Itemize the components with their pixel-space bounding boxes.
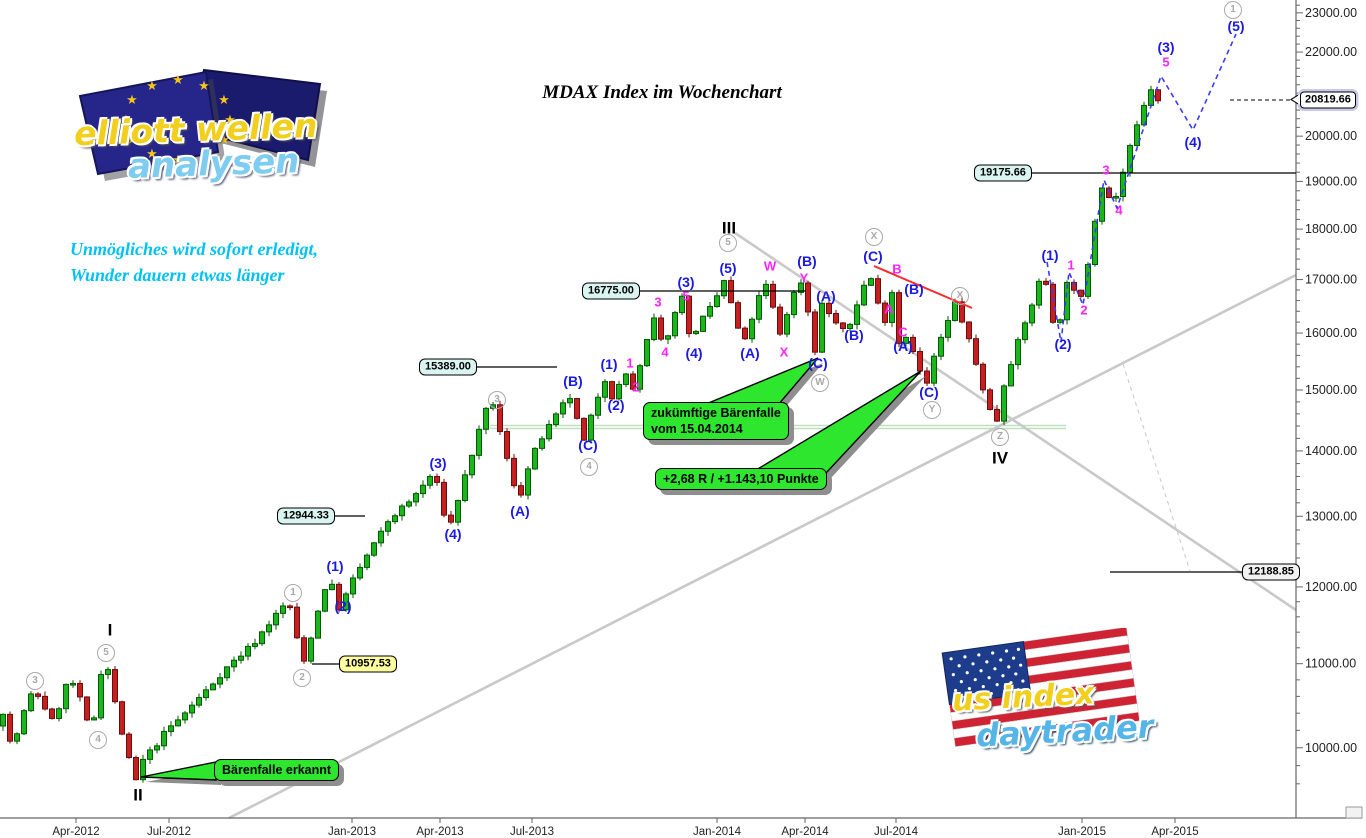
svg-text:★: ★: [120, 113, 132, 128]
svg-text:Apr-2015: Apr-2015: [1151, 826, 1198, 838]
chart-title: MDAX Index im Wochenchart: [542, 82, 782, 103]
svg-text:Apr-2012: Apr-2012: [52, 826, 99, 838]
svg-text:★: ★: [146, 79, 158, 94]
svg-text:★: ★: [126, 93, 138, 108]
svg-text:★: ★: [200, 147, 212, 162]
svg-text:Jul-2012: Jul-2012: [147, 826, 191, 838]
svg-text:Jan-2013: Jan-2013: [328, 826, 376, 838]
eu-logo-word2: analysen: [127, 141, 301, 187]
svg-text:★: ★: [224, 113, 236, 128]
svg-text:★: ★: [126, 133, 138, 148]
svg-text:Jan-2014: Jan-2014: [693, 826, 742, 838]
eu-flag-icon: ★ ★ ★ ★ ★ ★ ★ ★ ★ ★ ★ ★: [78, 68, 327, 181]
svg-text:★: ★: [218, 133, 230, 148]
motto-text: Unmögliches wird sofort erledigt, Wunder…: [70, 236, 318, 288]
svg-text:22000.00: 22000.00: [1305, 45, 1357, 59]
svg-text:Jan-2015: Jan-2015: [1058, 826, 1106, 838]
us-index-daytrader-logo: us index daytrader: [938, 626, 1154, 783]
svg-text:14000.00: 14000.00: [1305, 444, 1357, 458]
motto-line1: Unmögliches wird sofort erledigt,: [70, 239, 319, 259]
svg-text:12000.00: 12000.00: [1305, 580, 1357, 594]
svg-text:15000.00: 15000.00: [1305, 383, 1357, 397]
svg-text:Jul-2013: Jul-2013: [510, 826, 554, 838]
svg-text:16000.00: 16000.00: [1305, 326, 1357, 340]
svg-text:13000.00: 13000.00: [1305, 509, 1357, 523]
svg-text:11000.00: 11000.00: [1305, 657, 1356, 671]
svg-text:★: ★: [218, 93, 230, 108]
svg-text:★: ★: [172, 153, 184, 168]
svg-text:10000.00: 10000.00: [1305, 741, 1357, 755]
us-flag-icon: [941, 626, 1140, 747]
svg-text:18000.00: 18000.00: [1305, 222, 1357, 236]
svg-text:Apr-2014: Apr-2014: [781, 826, 829, 838]
svg-text:17000.00: 17000.00: [1305, 273, 1357, 287]
svg-text:★: ★: [172, 73, 184, 88]
price-arrow-icon: [1292, 94, 1300, 105]
last-price-tag[interactable]: 20819.66: [1292, 91, 1356, 109]
motto-line2: Wunder dauern etwas länger: [70, 265, 285, 285]
svg-text:★: ★: [146, 147, 158, 162]
svg-text:19000.00: 19000.00: [1305, 174, 1357, 188]
svg-text:20000.00: 20000.00: [1305, 129, 1357, 143]
svg-text:★: ★: [198, 79, 210, 94]
last-price-value: 20819.66: [1305, 93, 1351, 106]
svg-text:23000.00: 23000.00: [1305, 6, 1357, 20]
svg-text:Jul-2014: Jul-2014: [874, 826, 919, 838]
svg-text:Apr-2013: Apr-2013: [416, 826, 463, 838]
elliott-wellen-analysen-logo: ★ ★ ★ ★ ★ ★ ★ ★ ★ ★ ★ ★ elliott wellen analysen: [58, 48, 358, 218]
